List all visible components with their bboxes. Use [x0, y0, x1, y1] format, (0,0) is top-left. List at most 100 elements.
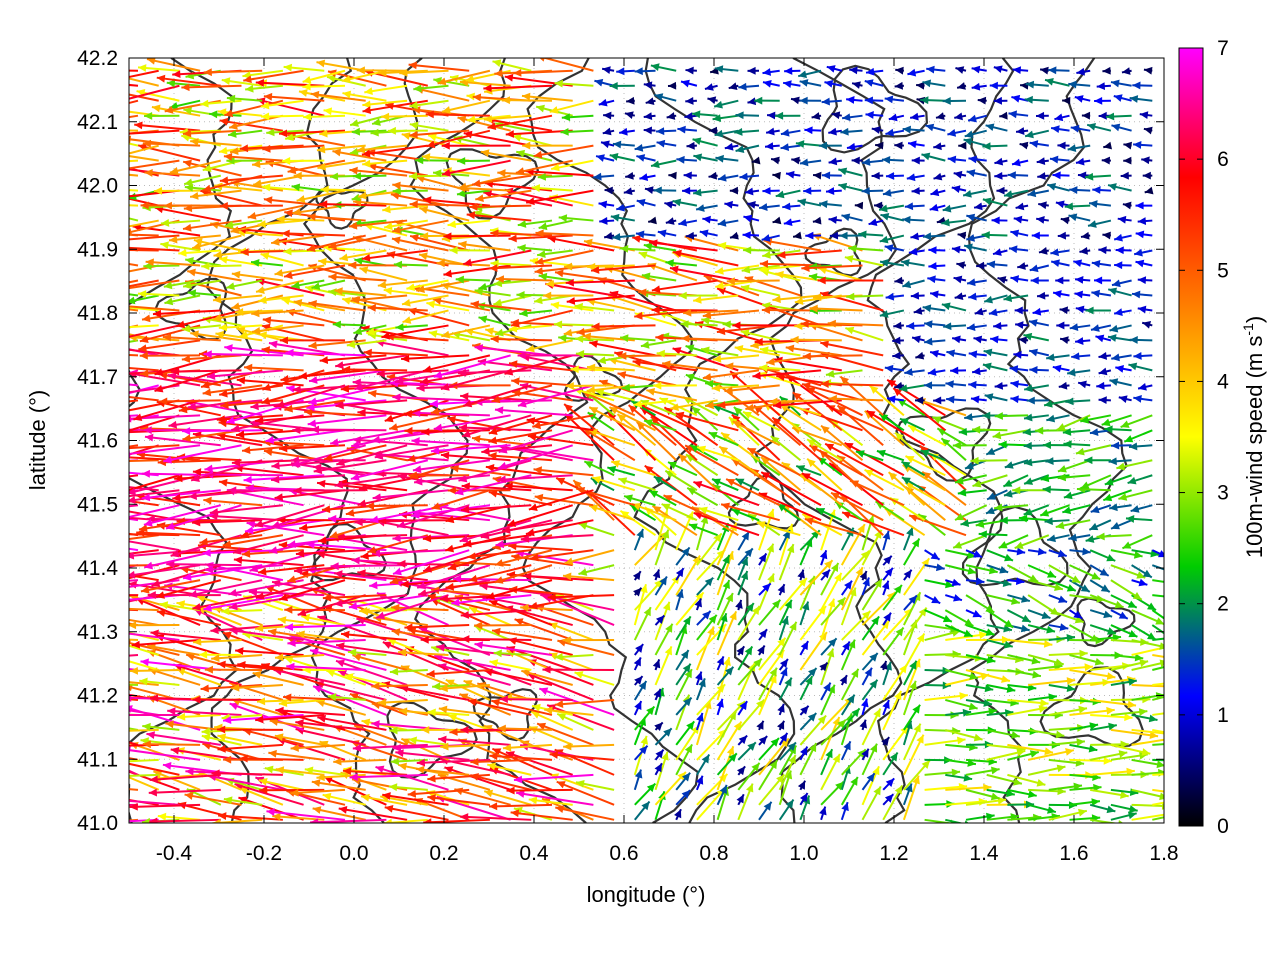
- wind-arrow: [859, 719, 868, 731]
- wind-arrow-head: [964, 618, 974, 627]
- wind-arrow-head: [335, 659, 345, 668]
- wind-arrow: [327, 693, 366, 701]
- wind-arrow-shaft: [474, 642, 553, 657]
- wind-arrow: [758, 543, 775, 581]
- wind-arrow: [924, 594, 941, 605]
- wind-arrow-shaft: [557, 639, 615, 656]
- wind-arrow-head: [1161, 802, 1164, 810]
- wind-arrow: [861, 743, 878, 776]
- wind-arrow-head: [951, 578, 961, 587]
- wind-arrow-head: [800, 705, 809, 715]
- wind-arrow: [758, 773, 786, 806]
- wind-arrow: [223, 796, 263, 806]
- wind-arrow-head: [556, 781, 566, 789]
- wind-arrow: [257, 564, 325, 576]
- wind-arrow-shaft: [618, 354, 677, 358]
- wind-arrow-head: [681, 547, 690, 557]
- wind-arrow: [148, 788, 221, 797]
- wind-arrow: [1131, 713, 1158, 723]
- wind-arrow-shaft: [513, 773, 594, 782]
- wind-arrow-head: [744, 646, 753, 656]
- wind-arrow-shaft: [211, 772, 283, 776]
- wind-arrow: [427, 708, 470, 717]
- wind-arrow: [737, 741, 757, 761]
- wind-arrow: [129, 632, 180, 642]
- wind-arrow-head: [770, 738, 779, 747]
- wind-arrow: [778, 732, 789, 746]
- wind-arrow-head: [723, 657, 731, 666]
- wind-arrow-head: [384, 818, 392, 823]
- wind-arrow: [277, 616, 325, 627]
- wind-arrow: [157, 812, 201, 821]
- wind-arrow-shaft: [264, 585, 325, 612]
- wind-arrow-head: [1171, 683, 1179, 691]
- wind-arrow-head: [479, 582, 489, 591]
- wind-arrow: [1089, 609, 1113, 619]
- wind-arrow-shaft: [276, 737, 346, 761]
- wind-arrow-shaft: [274, 654, 325, 659]
- wind-arrow-head: [1124, 713, 1133, 722]
- wind-arrow: [777, 583, 786, 596]
- wind-arrow-head: [807, 713, 817, 722]
- wind-arrow-head: [1088, 744, 1098, 753]
- wind-arrow-head: [347, 648, 357, 657]
- wind-arrow-head: [417, 581, 427, 590]
- wind-arrow: [1110, 659, 1149, 671]
- wind-arrow: [1110, 751, 1148, 761]
- wind-arrow-shaft: [311, 780, 366, 791]
- wind-arrow-shaft: [148, 788, 221, 794]
- wind-arrow: [129, 608, 139, 612]
- wind-arrow-shaft: [228, 579, 304, 596]
- wind-arrow: [201, 733, 242, 746]
- wind-arrow: [633, 700, 643, 716]
- wind-arrow-shaft: [290, 743, 346, 750]
- wind-arrow-head: [695, 671, 703, 681]
- wind-arrow-head: [683, 616, 691, 626]
- wind-arrow: [633, 657, 642, 671]
- wind-arrow-head: [554, 652, 563, 661]
- wind-arrow-shaft: [129, 414, 139, 417]
- wind-arrow: [129, 758, 159, 763]
- wind-arrow: [944, 609, 974, 627]
- wind-arrow: [799, 675, 814, 701]
- wind-arrow-head: [740, 571, 749, 580]
- wind-arrow-head: [401, 738, 411, 746]
- wind-arrow-head: [222, 631, 232, 640]
- wind-arrow-head: [268, 628, 277, 637]
- wind-arrow: [840, 639, 856, 671]
- wind-arrow: [1027, 803, 1057, 814]
- wind-arrow-shaft: [1152, 728, 1164, 734]
- wind-arrow-head: [725, 666, 734, 676]
- wind-arrow-head: [426, 669, 435, 678]
- wind-arrow: [317, 714, 387, 731]
- wind-arrow: [192, 594, 263, 611]
- wind-arrow-shaft: [309, 649, 387, 671]
- wind-arrow-shaft: [295, 727, 366, 746]
- wind-arrow: [203, 594, 284, 612]
- wind-arrow: [840, 580, 853, 596]
- wind-arrow-head: [1103, 756, 1112, 765]
- wind-arrow-head: [662, 601, 671, 611]
- wind-arrow-head: [837, 597, 846, 607]
- wind-arrow-head: [468, 574, 478, 583]
- wind-arrow-head: [781, 616, 789, 626]
- wind-arrow-head: [983, 783, 992, 792]
- wind-arrow: [188, 579, 263, 598]
- wind-arrow: [165, 720, 221, 731]
- wind-arrow-shaft: [242, 728, 304, 746]
- wind-arrow-shaft: [129, 776, 160, 791]
- wind-arrow: [556, 712, 594, 731]
- wind-arrow: [903, 569, 913, 581]
- wind-arrow: [530, 710, 574, 731]
- wind-arrow-head: [798, 578, 807, 587]
- wind-arrow: [1090, 818, 1124, 823]
- wind-arrow: [1152, 579, 1164, 583]
- wind-arrow-head: [655, 615, 665, 625]
- wind-arrow-head: [255, 592, 265, 600]
- wind-arrow-head: [103, 341, 112, 349]
- wind-arrow-head: [1159, 792, 1164, 801]
- wind-arrow-head: [223, 796, 233, 805]
- wind-arrow-head: [255, 715, 264, 724]
- wind-arrow-shaft: [129, 579, 139, 582]
- contour-line: [302, 58, 469, 823]
